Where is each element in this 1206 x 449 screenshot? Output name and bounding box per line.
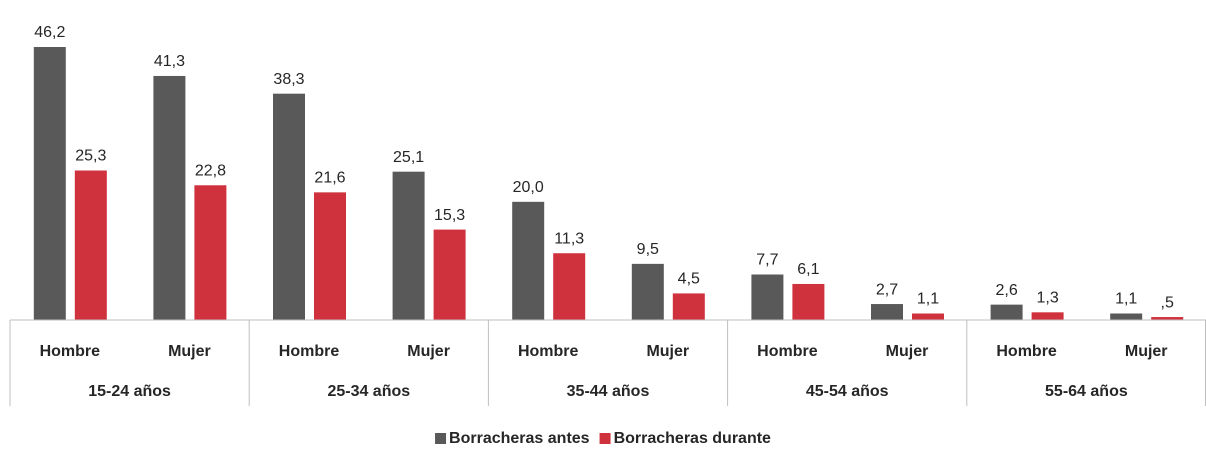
legend-label: Borracheras durante bbox=[614, 430, 771, 447]
legend-swatch bbox=[599, 433, 611, 444]
x-tick-label: Mujer bbox=[886, 343, 929, 360]
value-label: 46,2 bbox=[34, 24, 65, 41]
value-label: 2,6 bbox=[995, 282, 1017, 299]
legend-label: Borracheras antes bbox=[449, 430, 590, 447]
x-tick-label: Hombre bbox=[757, 343, 818, 360]
bar bbox=[912, 313, 944, 320]
bar bbox=[314, 192, 346, 320]
value-label: 22,8 bbox=[195, 162, 226, 179]
x-tick-label: Hombre bbox=[518, 343, 579, 360]
bar bbox=[631, 263, 664, 320]
value-label: 21,6 bbox=[314, 170, 345, 187]
group-label: 15-24 años bbox=[88, 383, 171, 400]
bar bbox=[1110, 313, 1143, 320]
value-label: 1,1 bbox=[1115, 291, 1137, 308]
bar bbox=[792, 283, 825, 320]
value-label: 6,1 bbox=[797, 261, 819, 278]
value-label: 11,3 bbox=[554, 230, 584, 247]
bar bbox=[1151, 317, 1184, 320]
bar bbox=[512, 201, 545, 320]
bar bbox=[194, 185, 227, 320]
bar bbox=[672, 293, 705, 320]
bar bbox=[751, 274, 784, 320]
legend-swatch bbox=[435, 433, 447, 444]
value-label: 20,0 bbox=[513, 179, 544, 196]
value-label: 2,7 bbox=[876, 281, 898, 298]
bar bbox=[553, 253, 586, 320]
value-label: 38,3 bbox=[273, 71, 304, 88]
legend-item: Borracheras antes bbox=[435, 430, 590, 447]
bar bbox=[153, 75, 186, 320]
value-label: ,5 bbox=[1161, 294, 1174, 311]
x-tick-label: Mujer bbox=[168, 343, 211, 360]
bar bbox=[74, 170, 107, 320]
x-tick-label: Mujer bbox=[646, 343, 689, 360]
bar bbox=[990, 304, 1023, 320]
bar bbox=[1031, 312, 1064, 320]
x-tick-label: Hombre bbox=[996, 343, 1057, 360]
bar bbox=[33, 47, 66, 320]
value-label: 7,7 bbox=[756, 252, 778, 269]
value-label: 9,5 bbox=[637, 241, 659, 258]
x-tick-label: Mujer bbox=[1125, 343, 1168, 360]
value-label: 1,1 bbox=[917, 291, 939, 308]
legend-item: Borracheras durante bbox=[599, 430, 771, 447]
group-label: 35-44 años bbox=[567, 383, 650, 400]
group-label: 25-34 años bbox=[327, 383, 410, 400]
bar bbox=[433, 229, 466, 320]
group-label: 55-64 años bbox=[1045, 383, 1128, 400]
value-label: 4,5 bbox=[678, 271, 700, 288]
x-tick-label: Hombre bbox=[40, 343, 101, 360]
value-label: 25,3 bbox=[75, 148, 106, 165]
value-label: 1,3 bbox=[1036, 290, 1058, 307]
value-label: 15,3 bbox=[434, 207, 465, 224]
x-tick-label: Hombre bbox=[279, 343, 340, 360]
value-label: 25,1 bbox=[393, 149, 424, 166]
bar bbox=[871, 304, 903, 320]
bar bbox=[273, 93, 305, 320]
group-label: 45-54 años bbox=[806, 383, 889, 400]
x-tick-label: Mujer bbox=[407, 343, 450, 360]
value-label: 41,3 bbox=[154, 53, 185, 70]
bar bbox=[392, 171, 425, 320]
